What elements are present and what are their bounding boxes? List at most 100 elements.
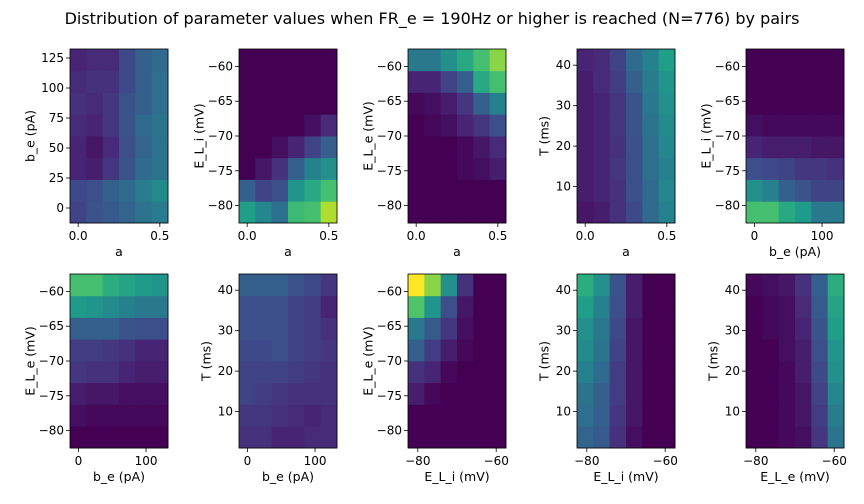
heatmap-cell — [271, 295, 289, 318]
heatmap-cell — [271, 426, 289, 449]
heatmap-cell — [795, 201, 812, 224]
y-tick-label: −75 — [39, 389, 64, 403]
heatmap-cell — [626, 157, 643, 180]
heatmap-cell — [288, 295, 305, 318]
heatmap-cell — [239, 382, 256, 405]
heatmap-cell — [473, 295, 491, 318]
heatmap-cell — [408, 274, 425, 297]
y-tick-label: −65 — [377, 319, 402, 333]
heatmap-cell — [320, 361, 338, 384]
y-tick-label: −60 — [208, 59, 233, 73]
heatmap-cell — [593, 114, 611, 137]
x-axis-label: a — [622, 244, 630, 259]
heatmap-cell — [86, 382, 104, 405]
y-tick-label: 10 — [725, 405, 740, 419]
heatmap-cell — [795, 136, 812, 159]
axes-frame — [576, 273, 676, 449]
heatmap-cell — [151, 339, 169, 362]
x-tick-label: 0 — [751, 229, 759, 243]
heatmap-cell — [473, 157, 491, 180]
heatmap-cell — [271, 317, 289, 340]
heatmap-cell — [408, 201, 425, 224]
heatmap-cell — [408, 49, 425, 72]
heatmap-cell — [489, 92, 507, 115]
heatmap-cell — [151, 70, 169, 93]
heatmap-cell — [626, 317, 643, 340]
heatmap-cell — [762, 404, 780, 427]
heatmap-cell — [119, 157, 136, 180]
heatmap-cell — [577, 339, 594, 362]
heatmap-cell — [795, 114, 812, 137]
heatmap-cell — [626, 179, 643, 202]
heatmap-cell — [70, 179, 87, 202]
heatmap-cell — [473, 92, 491, 115]
heatmap-cell — [827, 114, 845, 137]
heatmap-cell — [408, 404, 425, 427]
axes-frame — [576, 48, 676, 224]
heatmap-cell — [151, 136, 169, 159]
heatmap-cell — [489, 317, 507, 340]
x-axis-label: b_e (pA) — [262, 469, 314, 484]
heatmap-cell — [70, 70, 87, 93]
heatmap-cell — [762, 317, 780, 340]
y-axis-label: T (ms) — [199, 341, 214, 382]
x-axis-label: b_e (pA) — [93, 469, 145, 484]
y-tick-label: 50 — [49, 141, 64, 155]
heatmap-cell — [119, 201, 136, 224]
heatmap-cell — [778, 70, 796, 93]
heatmap-cell — [239, 136, 256, 159]
heatmap-cell — [424, 404, 442, 427]
heatmap-cell — [746, 49, 763, 72]
heatmap-cell — [811, 404, 829, 427]
heatmap-cell — [320, 92, 338, 115]
heatmap-cell — [135, 70, 153, 93]
heatmap-cell — [778, 404, 796, 427]
heatmap-cell — [473, 136, 491, 159]
heatmap-panel-6: 0 100 −80 −75 −70 −65 −60 b_e (pA) E_L_e (mV) — [22, 273, 169, 484]
heatmap-cell — [762, 361, 780, 384]
y-tick-label: −70 — [39, 354, 64, 368]
heatmap-cell — [320, 274, 338, 297]
axes-frame — [238, 273, 338, 449]
heatmap-cell — [70, 157, 87, 180]
heatmap-cell — [473, 49, 491, 72]
heatmap-cell — [440, 295, 458, 318]
heatmap-cell — [762, 382, 780, 405]
heatmap-cell — [762, 136, 780, 159]
heatmap-cell — [658, 274, 676, 297]
heatmap-cell — [102, 114, 120, 137]
heatmap-cell — [239, 157, 256, 180]
x-tick-label: 100 — [135, 454, 158, 468]
heatmap-cell — [577, 157, 594, 180]
heatmap-cell — [457, 157, 474, 180]
heatmap-cell — [135, 136, 153, 159]
heatmap-cell — [440, 201, 458, 224]
heatmap-cell — [626, 274, 643, 297]
heatmap-cell — [457, 114, 474, 137]
heatmap-cell — [119, 426, 136, 449]
heatmap-cell — [473, 404, 491, 427]
heatmap-cell — [408, 295, 425, 318]
x-tick-label: −60 — [484, 454, 509, 468]
heatmap-cell — [795, 70, 812, 93]
heatmap-cell — [811, 426, 829, 449]
heatmap-cell — [577, 361, 594, 384]
heatmap-cell — [86, 361, 104, 384]
heatmap-cell — [642, 49, 660, 72]
heatmap-cell — [593, 361, 611, 384]
heatmap-cell — [151, 404, 169, 427]
heatmap-cell — [408, 382, 425, 405]
y-axis-label: T (ms) — [537, 341, 552, 382]
heatmap-cell — [642, 136, 660, 159]
heatmap-cell — [288, 361, 305, 384]
heatmap-cell — [424, 201, 442, 224]
heatmap-cell — [658, 136, 676, 159]
heatmap-cell — [86, 157, 104, 180]
heatmap-cell — [288, 157, 305, 180]
heatmap-cell — [239, 70, 256, 93]
heatmap-cell — [489, 274, 507, 297]
heatmap-cell — [304, 179, 322, 202]
heatmap-cell — [408, 361, 425, 384]
x-axis-label: b_e (pA) — [769, 244, 821, 259]
heatmap-cell — [119, 179, 136, 202]
